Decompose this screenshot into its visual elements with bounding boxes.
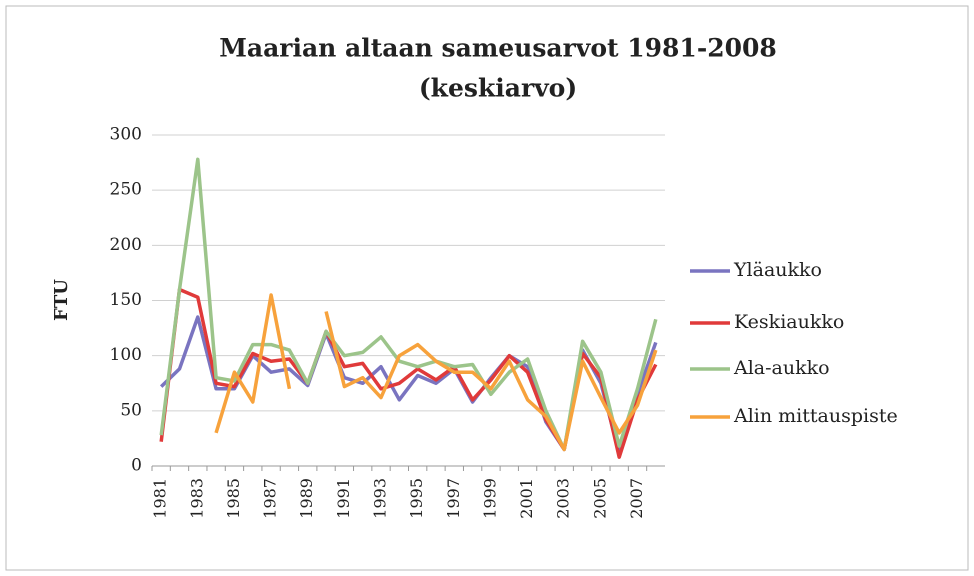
- x-tick-label: 1999: [480, 478, 499, 519]
- y-tick-label: 300: [110, 125, 142, 145]
- x-tick-label: 1985: [224, 478, 243, 519]
- x-tick-label: 1995: [407, 478, 426, 519]
- y-tick-label: 100: [110, 345, 142, 365]
- legend-label: Yläaukko: [733, 259, 822, 281]
- x-tick-label: 1987: [261, 478, 280, 519]
- x-tick-label: 1993: [371, 478, 390, 519]
- frame: [5, 5, 969, 571]
- x-tick-label: 1989: [297, 478, 316, 519]
- y-tick-label: 150: [110, 290, 142, 310]
- legend-label: Ala-aukko: [733, 357, 830, 379]
- series-line: [214, 293, 658, 452]
- x-tick-label: 1997: [444, 478, 463, 519]
- y-tick-label: 50: [120, 400, 142, 420]
- x-tick-label: 2005: [590, 478, 609, 519]
- y-tick-label: 250: [110, 180, 142, 200]
- legend-label: Alin mittauspiste: [733, 405, 898, 427]
- chart-title: (keskiarvo): [419, 74, 577, 103]
- series-line: [159, 157, 658, 452]
- legend-label: Keskiaukko: [734, 311, 844, 333]
- x-tick-label: 2007: [627, 478, 646, 519]
- x-tick-label: 1981: [151, 478, 170, 519]
- chart-title: Maarian altaan sameusarvot 1981-2008: [219, 34, 777, 63]
- y-axis-label: FTU: [51, 279, 72, 321]
- y-tick-label: 0: [131, 456, 142, 476]
- x-tick-label: 1991: [334, 478, 353, 519]
- y-tick-label: 200: [110, 235, 142, 255]
- x-tick-label: 1983: [187, 478, 206, 519]
- x-tick-label: 2003: [554, 478, 573, 519]
- x-tick-label: 2001: [517, 478, 536, 519]
